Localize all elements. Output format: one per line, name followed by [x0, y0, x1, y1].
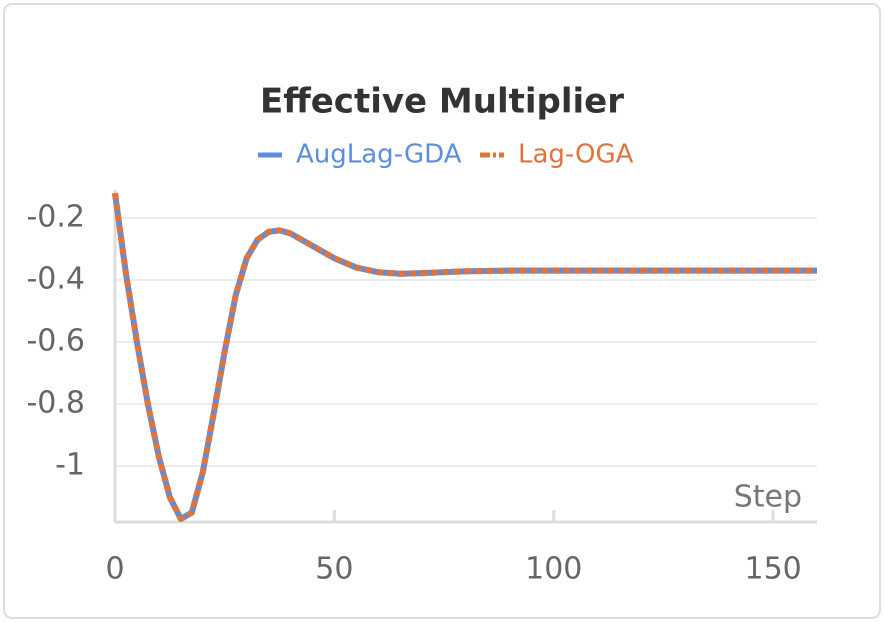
legend-label: Lag-OGA: [518, 140, 634, 170]
y-tick-label: -0.4: [26, 261, 85, 296]
series-line: [112, 192, 817, 522]
y-tick-label: -1: [55, 448, 85, 483]
card-border: [3, 3, 881, 619]
y-tick-label: -0.6: [26, 324, 85, 359]
legend-label: AugLag-GDA: [296, 140, 462, 170]
x-tick-label: 50: [315, 552, 353, 587]
chart-title: Effective Multiplier: [260, 82, 624, 122]
x-tick-label: 0: [105, 552, 124, 587]
y-tick-label: -0.8: [26, 386, 85, 421]
y-tick-label: -0.2: [26, 199, 85, 234]
x-tick-label: 100: [525, 552, 582, 587]
x-axis-label: Step: [734, 480, 802, 515]
x-tick-label: 150: [744, 552, 801, 587]
